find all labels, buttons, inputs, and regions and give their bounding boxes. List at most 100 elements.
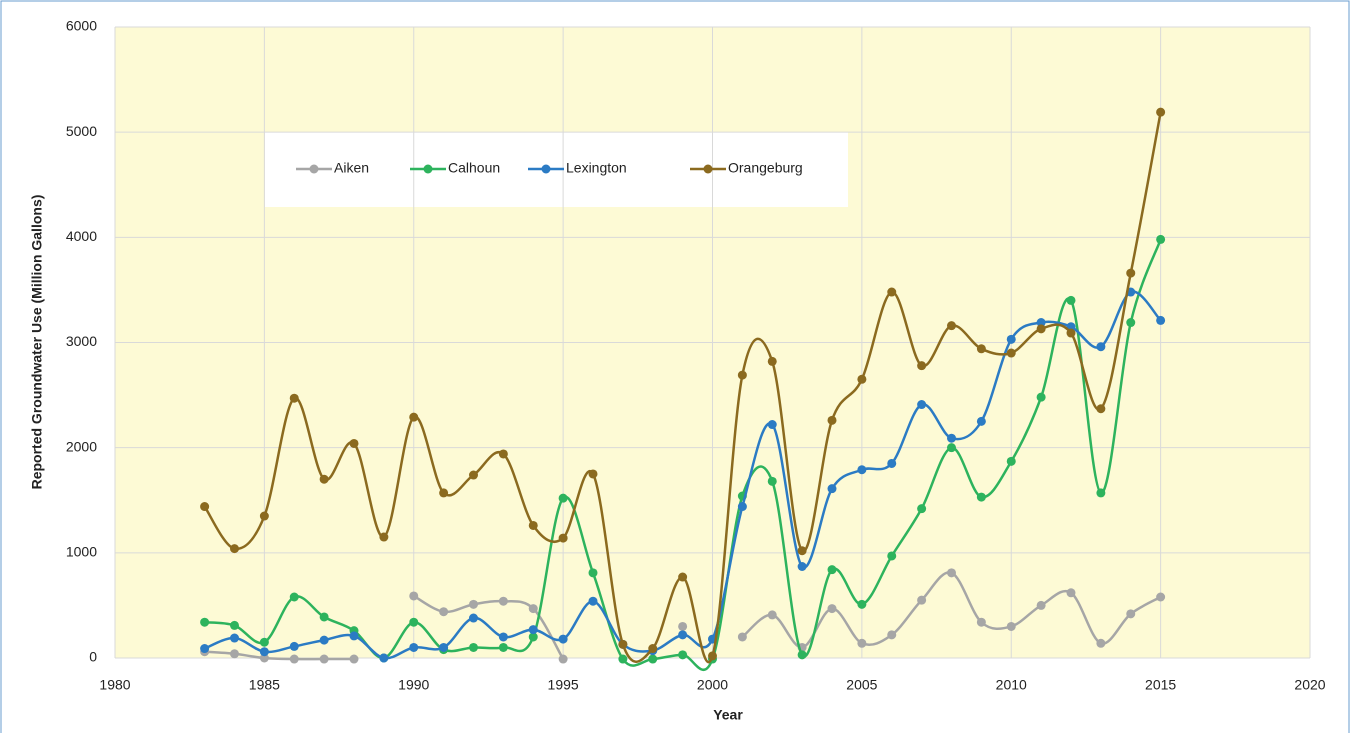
data-point bbox=[1156, 234, 1166, 244]
data-point bbox=[917, 400, 927, 410]
data-point bbox=[469, 470, 478, 480]
data-point bbox=[1126, 609, 1136, 619]
x-tick-label: 2005 bbox=[846, 677, 877, 693]
data-point bbox=[1066, 295, 1076, 305]
data-point bbox=[767, 610, 777, 620]
y-tick-label: 6000 bbox=[66, 18, 97, 34]
data-point bbox=[678, 621, 688, 631]
data-point bbox=[319, 612, 329, 622]
data-point bbox=[200, 502, 210, 512]
legend-swatch bbox=[423, 164, 433, 174]
data-point bbox=[588, 469, 598, 479]
data-point bbox=[1156, 107, 1166, 117]
data-point bbox=[1096, 488, 1106, 498]
data-point bbox=[767, 356, 777, 366]
data-point bbox=[648, 644, 658, 654]
y-axis-label: Reported Groundwater Use (Million Gallon… bbox=[29, 195, 45, 490]
data-point bbox=[1006, 456, 1016, 466]
data-point bbox=[469, 613, 478, 623]
data-point bbox=[349, 631, 359, 641]
x-tick-label: 2000 bbox=[697, 677, 728, 693]
legend-swatch bbox=[541, 164, 551, 174]
series-line bbox=[203, 111, 1162, 664]
data-point bbox=[528, 520, 538, 530]
data-point bbox=[259, 637, 269, 647]
data-point bbox=[469, 642, 478, 652]
data-point bbox=[289, 393, 299, 403]
data-point bbox=[678, 650, 688, 660]
data-point bbox=[1096, 404, 1106, 414]
data-point bbox=[409, 412, 419, 422]
data-point bbox=[409, 617, 419, 627]
data-point bbox=[230, 633, 239, 643]
data-point bbox=[469, 599, 478, 609]
data-point bbox=[230, 649, 239, 659]
data-point bbox=[887, 458, 897, 468]
data-point bbox=[827, 484, 837, 494]
data-point bbox=[259, 511, 269, 521]
data-point bbox=[379, 653, 389, 663]
data-point bbox=[857, 374, 867, 384]
data-point bbox=[737, 632, 747, 642]
data-point bbox=[857, 599, 867, 609]
data-point bbox=[1126, 268, 1136, 278]
data-point bbox=[558, 634, 568, 644]
data-point bbox=[498, 449, 508, 459]
data-point bbox=[439, 642, 449, 652]
legend-swatch bbox=[703, 164, 713, 174]
data-point bbox=[1126, 318, 1136, 328]
data-point bbox=[259, 653, 269, 663]
legend-label: Calhoun bbox=[448, 160, 500, 176]
data-point bbox=[767, 476, 777, 486]
data-point bbox=[379, 532, 389, 542]
data-point bbox=[797, 650, 807, 660]
data-point bbox=[558, 533, 568, 543]
data-point bbox=[230, 544, 239, 554]
data-point bbox=[1156, 592, 1166, 602]
data-point bbox=[887, 630, 897, 640]
data-point bbox=[289, 592, 299, 602]
data-point bbox=[678, 572, 688, 582]
data-point bbox=[857, 465, 867, 475]
x-tick-label: 1990 bbox=[398, 677, 429, 693]
data-point bbox=[349, 654, 359, 664]
data-point bbox=[1066, 588, 1076, 598]
y-tick-label: 1000 bbox=[66, 544, 97, 560]
data-point bbox=[1006, 334, 1016, 344]
data-point bbox=[827, 604, 837, 614]
data-point bbox=[528, 604, 538, 614]
y-tick-label: 0 bbox=[89, 649, 97, 665]
data-point bbox=[558, 493, 568, 503]
data-point bbox=[1156, 315, 1166, 325]
data-point bbox=[947, 443, 956, 453]
data-point bbox=[289, 641, 299, 651]
data-point bbox=[887, 551, 897, 561]
data-point bbox=[708, 651, 717, 661]
data-point bbox=[737, 502, 747, 512]
data-point bbox=[319, 635, 329, 645]
data-point bbox=[528, 625, 538, 635]
x-tick-label: 2020 bbox=[1294, 677, 1325, 693]
data-point bbox=[558, 654, 568, 664]
data-point bbox=[588, 568, 598, 578]
data-point bbox=[976, 492, 986, 502]
data-point bbox=[498, 632, 508, 642]
data-point bbox=[528, 632, 538, 642]
data-point bbox=[259, 647, 269, 657]
x-tick-label: 1995 bbox=[548, 677, 579, 693]
data-point bbox=[349, 438, 359, 448]
legend-swatch bbox=[309, 164, 319, 174]
data-point bbox=[976, 344, 986, 354]
data-point bbox=[1096, 638, 1106, 648]
data-point bbox=[827, 415, 837, 425]
data-point bbox=[200, 617, 210, 627]
data-point bbox=[1036, 324, 1046, 334]
legend-label: Aiken bbox=[334, 160, 369, 176]
data-point bbox=[289, 654, 299, 664]
data-point bbox=[618, 639, 628, 649]
legend-label: Orangeburg bbox=[728, 160, 803, 176]
data-point bbox=[797, 562, 807, 572]
legend-label: Lexington bbox=[566, 160, 627, 176]
data-point bbox=[439, 488, 449, 498]
